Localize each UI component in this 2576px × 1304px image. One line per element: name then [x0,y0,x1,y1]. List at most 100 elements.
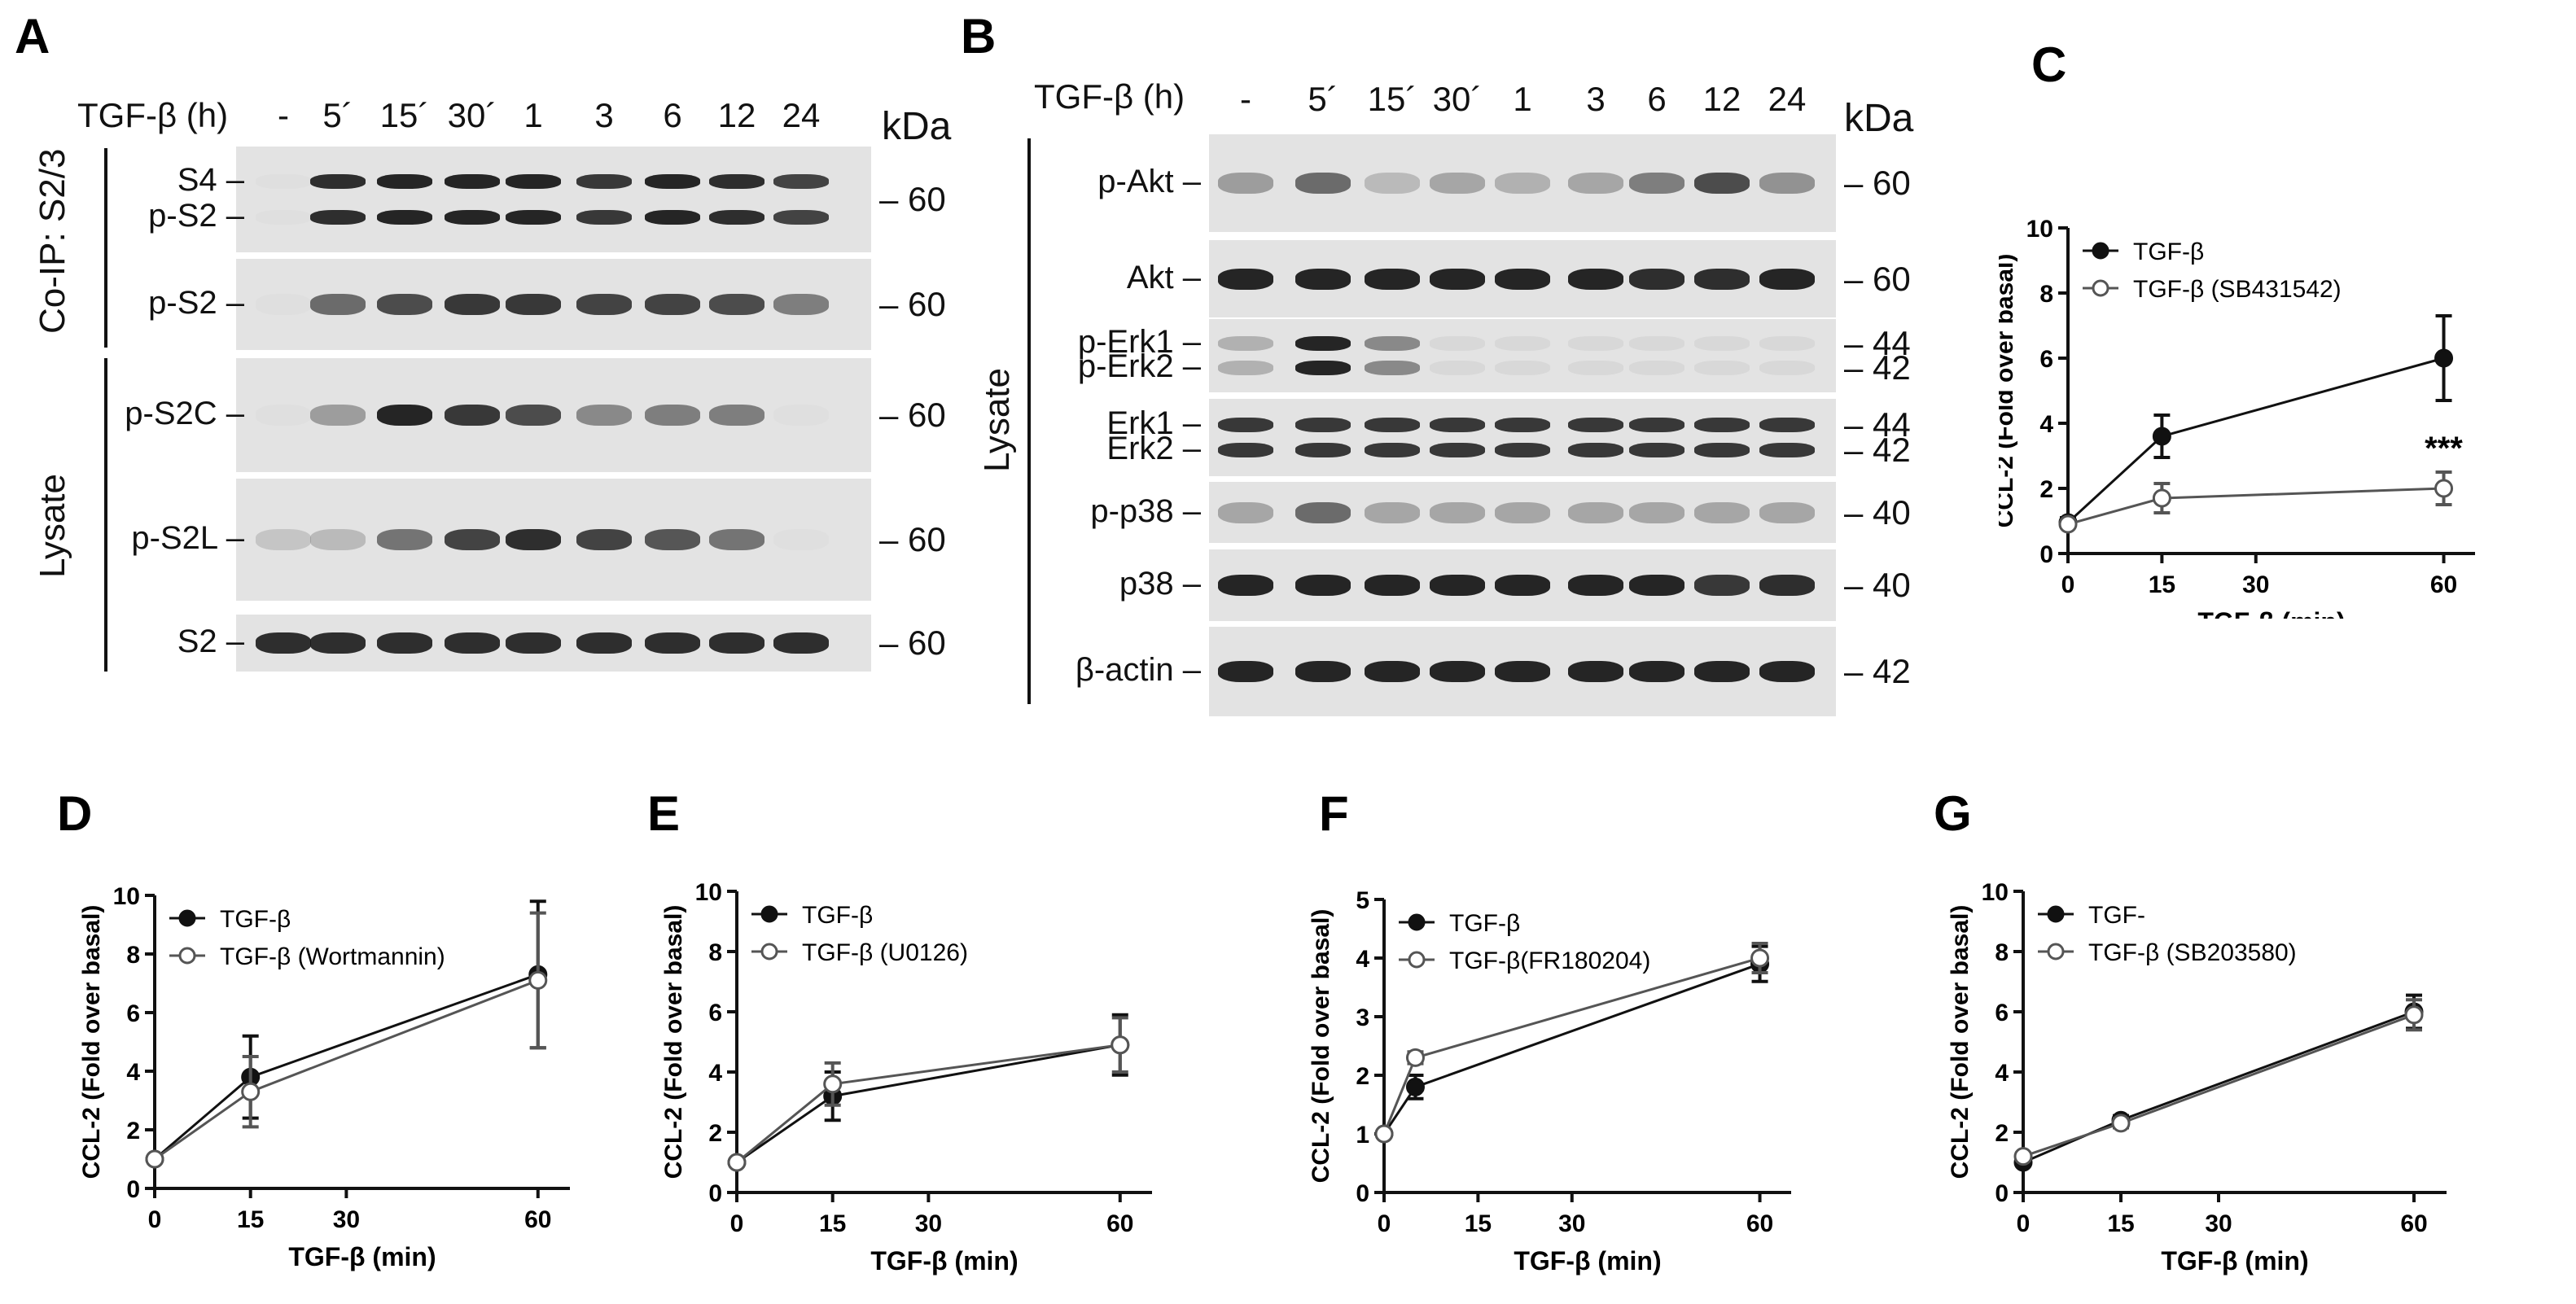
blot-band [1759,336,1815,351]
blot-band [1759,173,1815,194]
blot-band [1430,575,1485,596]
legend-marker [760,905,778,923]
y-tick-label: 4 [126,1059,140,1086]
y-tick-label: 5 [1356,887,1369,914]
x-tick-label: 30 [2205,1210,2232,1237]
blot-band [1629,336,1684,351]
blot-row-label: p-Erk2 – [1077,348,1201,384]
treatment-header-a: TGF-β (h) [77,96,229,134]
lane-label: - [1240,80,1251,118]
blot-band [310,174,366,190]
legend-label: TGF-β (Wortmannin) [220,943,445,970]
blot-band [1694,361,1750,375]
blot-row-label: Erk2 – [1106,431,1201,467]
chart-c: 0 2 4 6 8 10 0 15 30 60 TGF-β (min) CCL-2 (Fold ove… [1999,216,2475,619]
data-point [727,1153,747,1172]
blot-strip [236,358,871,472]
data-point [823,1074,843,1094]
blot-row-label: p-S2 – [148,285,244,321]
blot-row-label: p-Erk1 – [1077,324,1201,360]
x-axis-label: TGF-β (min) [2197,607,2345,619]
mw-marker: – 60 [879,180,946,218]
treatment-header-b: TGF-β (h) [1034,77,1185,116]
blot-band [506,529,561,550]
lane-label: 12 [717,96,756,134]
lane-label: 30´ [1432,80,1483,118]
y-tick-label: 10 [113,883,140,910]
blot-band [645,174,700,190]
blot-band [377,174,432,190]
blot-band [1430,661,1485,682]
blot-band [1694,336,1750,351]
lane-label: 1 [1513,80,1532,118]
lysate-group-label-b: Lysate [977,367,1017,472]
lane-label: 30´ [447,96,497,134]
blot-band [709,632,764,654]
blot-row-label: p38 – [1119,566,1201,602]
blot-band [1365,417,1420,432]
y-tick-label: 2 [1356,1063,1369,1090]
blot-band [773,632,829,654]
panel-label-b: B [961,9,997,63]
legend-label: TGF-β [2133,238,2204,265]
blot-band [1295,268,1351,290]
y-tick-label: 2 [708,1120,722,1147]
blot-band [645,405,700,426]
legend-label: TGF-β (SB431542) [2133,276,2342,303]
y-tick-label: 2 [126,1118,140,1144]
y-tick-label: 10 [2026,216,2053,243]
blot-band [645,529,700,550]
blot-band [310,529,366,550]
blot-row-label: p-Akt – [1097,164,1201,199]
blot-row-label: p-S2C – [125,396,244,431]
series-line [736,1044,1120,1164]
blot-band [445,632,500,654]
lane-label: 24 [1768,80,1807,118]
blot-band [1218,268,1273,290]
legend-marker [2092,242,2109,260]
y-axis-label: CCL-2 (Fold over basal) [660,905,687,1179]
legend-label: TGF- [2088,902,2145,929]
blot-band [1495,268,1550,290]
blot-band [1759,661,1815,682]
blot-band [773,405,829,426]
blot-band [1365,336,1420,351]
data-point [1405,1048,1425,1067]
legend-label: TGF-β(FR180204) [1449,947,1650,974]
blot-band [310,632,366,654]
blot-band [1568,336,1623,351]
x-axis-label: TGF-β (min) [288,1242,436,1271]
blot-band [1295,575,1351,596]
blot-band [1295,501,1351,523]
blot-band [1218,575,1273,596]
blot-band [310,209,366,225]
lane-label: 24 [782,96,821,134]
blot-band [1218,336,1273,351]
blot-band [506,209,561,225]
blot-band [576,174,632,190]
blot-strip [236,259,871,350]
y-axis-label: CCL-2 (Fold over basal) [1947,905,1974,1179]
y-axis-label: CCL-2 (Fold over basal) [1308,909,1334,1184]
blot-band [1295,443,1351,458]
lane-label: 6 [663,96,682,134]
legend-marker [2047,943,2065,960]
blot-band [1568,361,1623,375]
blot-band [256,529,311,550]
y-tick-label: 8 [2039,281,2053,308]
mw-marker: – 44 [1844,324,1911,362]
y-tick-label: 0 [1356,1180,1369,1207]
blot-band [1759,361,1815,375]
x-tick-label: 60 [1106,1210,1133,1237]
lane-label: 1 [524,96,543,134]
blot-band [1694,661,1750,682]
blot-band [506,174,561,190]
chart-d: 0 2 4 6 8 10 0 15 30 60 TGF-β (min) CCL-2 (Fold ove… [78,883,570,1271]
mw-marker: – 42 [1844,348,1911,387]
blot-band [1295,417,1351,432]
blot-band [1759,443,1815,458]
blot-band [773,529,829,550]
blot-band [1629,417,1684,432]
blot-band [1495,336,1550,351]
significance-annotation: *** [2425,431,2463,466]
